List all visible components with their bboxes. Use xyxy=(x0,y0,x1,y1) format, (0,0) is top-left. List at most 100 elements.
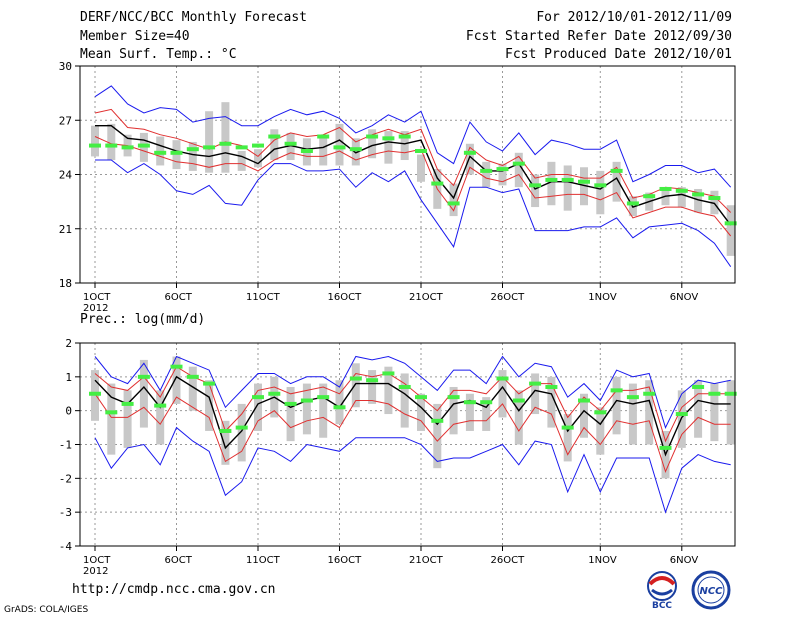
grads-credit: GrADS: COLA/IGES xyxy=(4,605,89,615)
precipitation-median-mark xyxy=(382,371,395,376)
precipitation-spread-bar xyxy=(384,366,393,415)
temperature-spread-bar xyxy=(107,123,116,161)
temperature-spread-bar xyxy=(254,149,262,168)
temperature-median-mark xyxy=(659,186,672,191)
temperature-median-mark xyxy=(366,134,379,139)
precipitation-spread-bar xyxy=(465,393,474,431)
precipitation-median-mark xyxy=(431,418,444,423)
temperature-spread-bar xyxy=(710,190,719,215)
precipitation-median-mark xyxy=(137,374,150,379)
temperature-median-mark xyxy=(692,192,705,197)
member-size: Member Size=40 xyxy=(80,29,190,44)
precipitation-median-mark xyxy=(578,398,590,403)
precipitation-ytick-label: -1 xyxy=(59,439,72,452)
precipitation-spread-bar xyxy=(188,366,197,411)
temperature-spread-bar xyxy=(221,102,230,173)
precipitation-spread-bar xyxy=(368,370,377,404)
temperature-median-mark xyxy=(512,161,525,166)
precipitation-xtick-label: 1NOV xyxy=(588,555,617,566)
temperature-median-mark xyxy=(626,201,639,206)
temperature-spread-bar xyxy=(91,125,99,157)
precipitation-spread-bar xyxy=(514,390,523,445)
temperature-spread-bar xyxy=(514,152,523,188)
precipitation-median-mark xyxy=(203,381,216,386)
temperature-spread-bar xyxy=(677,187,686,208)
precipitation-xtick-label: 21OCT xyxy=(409,555,444,566)
temperature-xtick-label: 16OCT xyxy=(328,292,363,303)
precipitation-median-mark xyxy=(447,395,460,400)
precipitation-spread-bar xyxy=(580,393,588,438)
precipitation-median-mark xyxy=(268,391,281,396)
bcc-logo-text: BCC xyxy=(652,601,672,610)
precipitation-spread-bar xyxy=(237,403,246,462)
temperature-median-mark xyxy=(431,181,444,186)
precipitation-median-mark xyxy=(708,391,721,396)
temperature-spread-bar xyxy=(726,205,735,256)
fcst-produced-date: Fcst Produced Date 2012/10/01 xyxy=(505,47,732,62)
temperature-median-mark xyxy=(610,168,623,173)
temperature-spread-bar xyxy=(482,161,491,188)
temperature-min-line xyxy=(95,159,732,267)
precipitation-spread-bar xyxy=(596,407,605,455)
precipitation-spread-bar xyxy=(645,380,654,445)
precipitation-spread-bar xyxy=(612,376,621,435)
precipitation-spread-bar xyxy=(351,363,360,408)
temperature-median-mark xyxy=(529,183,542,188)
temperature-median-mark xyxy=(594,183,607,188)
precipitation-median-mark xyxy=(480,400,493,405)
precipitation-median-mark xyxy=(529,381,542,386)
temperature-spread-bar xyxy=(286,132,295,161)
temperature-median-mark xyxy=(398,134,411,139)
temperature-spread-bar xyxy=(188,141,197,171)
temperature-median-mark xyxy=(724,221,737,226)
temperature-median-mark xyxy=(154,150,167,155)
precipitation-spread-bar xyxy=(221,420,230,465)
temperature-ytick-label: 18 xyxy=(59,277,72,290)
temperature-xtick-label: 6OCT xyxy=(165,292,193,303)
precipitation-spread-bar xyxy=(335,380,344,425)
temperature-p-upper-line xyxy=(94,108,732,213)
precipitation-median-mark xyxy=(724,391,737,396)
ncc-logo: NCC xyxy=(691,570,731,610)
bcc-logo: BCC xyxy=(647,571,677,610)
precipitation-spread-bar xyxy=(286,386,295,442)
temperature-spread-bar xyxy=(400,131,409,161)
precipitation-spread-bar xyxy=(482,397,491,431)
precipitation-median-mark xyxy=(643,391,656,396)
temperature-spread-bar xyxy=(547,161,556,206)
temperature-spread-bar xyxy=(335,123,344,166)
temperature-median-mark xyxy=(333,145,346,150)
precipitation-median-mark xyxy=(659,445,672,450)
temperature-spread-bar xyxy=(205,111,214,173)
temperature-p-lower-line xyxy=(94,136,732,237)
precipitation-ytick-label: -2 xyxy=(59,472,72,485)
precipitation-median-mark xyxy=(170,364,183,369)
temperature-xtick-label: 26OCT xyxy=(491,292,526,303)
precipitation-spread-bar xyxy=(156,390,165,445)
precipitation-median-mark xyxy=(300,398,313,403)
source-url[interactable]: http://cmdp.ncc.cma.gov.cn xyxy=(72,582,276,597)
temperature-spread-bar xyxy=(694,188,703,213)
precipitation-median-mark xyxy=(512,398,525,403)
temperature-median-mark xyxy=(708,196,721,201)
precipitation-median-mark xyxy=(545,384,558,389)
precipitation-p-upper-line xyxy=(94,365,731,443)
temperature-xtick-label: 11OCT xyxy=(246,292,281,303)
temperature-spread-bar xyxy=(449,183,458,217)
precipitation-median-mark xyxy=(692,384,705,389)
temperature-median-mark xyxy=(480,168,493,173)
precipitation-spread-bar xyxy=(449,386,458,435)
temperature-median-mark xyxy=(578,179,590,184)
temperature-median-mark xyxy=(643,194,656,199)
precipitation-median-mark xyxy=(594,410,607,415)
temperature-spread-bar xyxy=(319,134,328,166)
variable-label: Mean Surf. Temp.: °C xyxy=(80,47,237,62)
precipitation-spread-bar xyxy=(139,359,148,428)
precip-title: Prec.: log(mm/d) xyxy=(80,312,205,327)
temperature-median-mark xyxy=(235,145,248,150)
temperature-spread-bar xyxy=(351,138,360,166)
precipitation-spread-bar xyxy=(628,383,637,445)
precipitation-spread-bar xyxy=(107,383,116,455)
precipitation-median-mark xyxy=(610,388,623,393)
temperature-spread-bar xyxy=(563,165,572,211)
